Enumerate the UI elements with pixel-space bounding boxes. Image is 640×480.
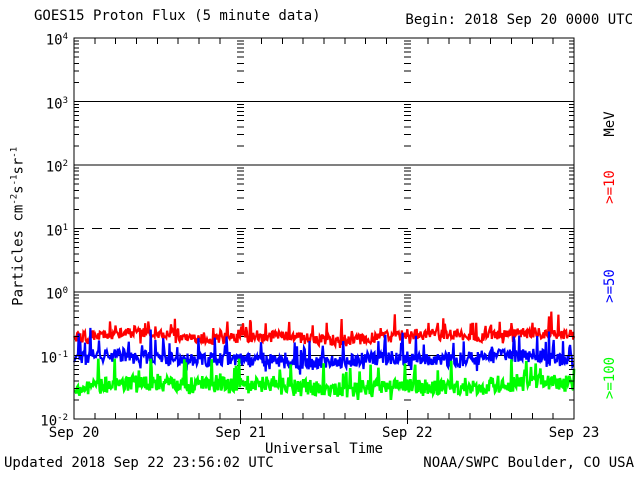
legend-ge100-label: >=100	[602, 356, 618, 400]
y-tick-label-10e-2: 10-2	[40, 413, 68, 430]
y-tick-label-10e1: 101	[45, 222, 68, 240]
chart-title: GOES15 Proton Flux (5 minute data)	[34, 8, 321, 24]
plot-border	[73, 37, 575, 420]
gridlines	[74, 101, 574, 356]
y-tick-label-10e4: 104	[45, 32, 68, 49]
x-tick-sep20: Sep 20	[48, 425, 100, 441]
legend-ge50-label: >=50	[602, 269, 618, 303]
updated-timestamp: Updated 2018 Sep 22 23:56:02 UTC	[4, 455, 274, 471]
data-series	[72, 311, 576, 401]
x-tick-sep22: Sep 22	[382, 425, 433, 441]
x-tick-sep23: Sep 23	[548, 425, 600, 441]
data-source: NOAA/SWPC Boulder, CO USA	[423, 455, 634, 471]
series-gege50-line	[72, 327, 575, 375]
y-tick-label-10e2: 102	[45, 159, 68, 176]
series-gege100-line	[73, 358, 576, 401]
y-tick-label-10e0: 100	[45, 286, 68, 303]
legend-ge10-label: >=10	[602, 170, 618, 204]
axis-ticks	[74, 37, 574, 424]
y-axis-label: Particles cm-2s-1sr-1	[9, 146, 27, 306]
y-tick-label-10e-1: 10-1	[40, 349, 68, 367]
series-gege10-line	[72, 311, 576, 350]
y-tick-label-10e3: 103	[45, 95, 68, 113]
begin-time-label: Begin: 2018 Sep 20 0000 UTC	[405, 12, 633, 28]
x-axis-label: Universal Time	[264, 441, 383, 457]
x-tick-sep21: Sep 21	[215, 425, 266, 441]
